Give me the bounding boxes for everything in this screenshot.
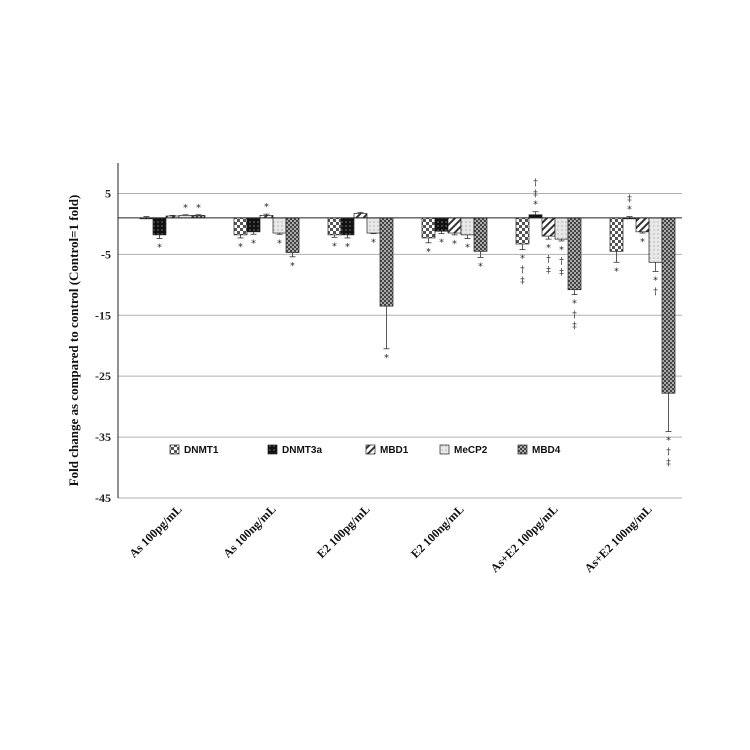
significance-marker: †: [559, 257, 564, 267]
significance-marker: *: [439, 239, 444, 249]
x-category-label: As 100ng/mL: [220, 502, 278, 560]
x-category-label: As 100pg/mL: [126, 502, 184, 560]
x-category-label: As+E2 100ng/mL: [582, 502, 655, 575]
bar-mbd4: [567, 217, 582, 291]
y-tick-label: -5: [101, 247, 111, 261]
significance-marker: †: [533, 179, 538, 189]
significance-marker: *: [520, 254, 525, 264]
significance-marker: *: [533, 201, 538, 211]
significance-marker: *: [426, 248, 431, 258]
bar-dnmt1: [609, 217, 624, 252]
legend-label-mecp2: MeCP2: [454, 445, 488, 456]
significance-marker: *: [371, 239, 376, 249]
significance-marker: ‡: [520, 276, 525, 286]
bar-dnmt1: [233, 217, 248, 236]
significance-marker: *: [332, 242, 337, 252]
bar-dnmt3a: [152, 217, 167, 236]
significance-marker: *: [559, 246, 564, 256]
significance-marker: ‡: [559, 268, 564, 278]
y-tick-label: -35: [95, 430, 111, 444]
significance-marker: *: [546, 244, 551, 254]
significance-marker: †: [520, 265, 525, 275]
significance-marker: ‡: [533, 190, 538, 200]
y-tick-label: -25: [95, 369, 111, 383]
significance-marker: *: [264, 203, 269, 213]
significance-marker: ‡: [666, 459, 671, 469]
x-category-label: E2 100pg/mL: [314, 502, 373, 561]
y-tick-label: -15: [95, 308, 111, 322]
bar-dnmt3a: [246, 217, 261, 233]
significance-marker: *: [614, 267, 619, 277]
x-category-label: As+E2 100pg/mL: [488, 502, 561, 575]
significance-marker: †: [653, 287, 658, 297]
bar-mbd4: [285, 217, 300, 253]
significance-marker: †: [572, 311, 577, 321]
legend-swatch-mecp2: [439, 444, 450, 455]
significance-marker: *: [465, 244, 470, 254]
significance-marker: †: [666, 448, 671, 458]
x-category-label: E2 100ng/mL: [408, 502, 467, 561]
significance-marker: *: [238, 243, 243, 253]
bar-dnmt1: [515, 217, 530, 245]
significance-marker: *: [183, 204, 188, 214]
bar-mbd4: [379, 217, 394, 307]
legend-label-mbd1: MBD1: [380, 445, 409, 456]
significance-marker: *: [653, 276, 658, 286]
bar-dnmt1: [421, 217, 436, 239]
significance-marker: *: [290, 262, 295, 272]
bar-mbd4: [473, 217, 488, 252]
bar-mecp2: [648, 217, 663, 263]
legend-label-dnmt3a: DNMT3a: [282, 445, 322, 456]
bar-mecp2: [554, 217, 569, 240]
significance-marker: *: [666, 437, 671, 447]
significance-marker: *: [478, 262, 483, 272]
legend-label-mbd4: MBD4: [532, 445, 561, 456]
bar-dnmt3a: [340, 217, 355, 236]
significance-marker: *: [572, 300, 577, 310]
bar-mecp2: [460, 217, 475, 236]
legend-swatch-mbd4: [517, 444, 528, 455]
significance-marker: *: [640, 238, 645, 248]
bar-mecp2: [366, 217, 381, 234]
significance-marker: *: [384, 354, 389, 364]
legend-label-dnmt1: DNMT1: [184, 445, 219, 456]
significance-marker: *: [157, 244, 162, 254]
significance-marker: †: [546, 255, 551, 265]
significance-marker: *: [277, 239, 282, 249]
legend-swatch-mbd1: [365, 444, 376, 455]
significance-marker: *: [345, 243, 350, 253]
bar-mbd1: [353, 213, 368, 219]
significance-marker: ‡: [546, 266, 551, 276]
significance-marker: ‡: [627, 195, 632, 205]
legend-swatch-dnmt3a: [267, 444, 278, 455]
significance-marker: *: [196, 204, 201, 214]
bar-dnmt1: [327, 217, 342, 236]
y-tick-label: -45: [95, 491, 111, 505]
bar-dnmt3a: [434, 217, 449, 232]
significance-marker: *: [452, 240, 457, 250]
bar-mbd1: [447, 217, 462, 234]
y-tick-label: 5: [105, 186, 111, 200]
significance-marker: *: [627, 206, 632, 216]
significance-marker: ‡: [572, 322, 577, 332]
bar-mecp2: [272, 217, 287, 234]
y-axis-label: Fold change as compared to control (Cont…: [66, 195, 81, 487]
bar-mbd1: [635, 217, 650, 233]
bar-mbd1: [541, 217, 556, 237]
bar-mbd4: [661, 217, 676, 394]
significance-marker: *: [251, 239, 256, 249]
legend-swatch-dnmt1: [169, 444, 180, 455]
